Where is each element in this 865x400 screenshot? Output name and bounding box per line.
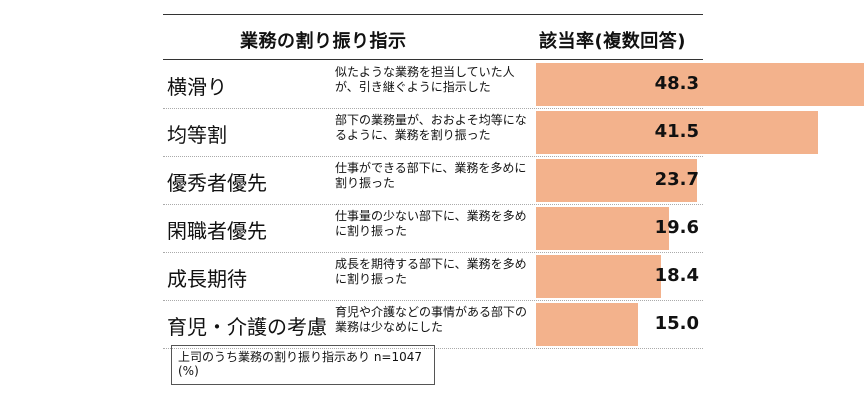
- category-description: 仕事ができる部下に、業務を多めに割り振った: [335, 161, 527, 190]
- header-task-label: 業務の割り振り指示: [240, 31, 407, 52]
- footnote-sample: 上司のうち業務の割り振り指示あり n=1047: [178, 350, 423, 364]
- row-separator: [163, 204, 703, 205]
- category-label: 成長期待: [167, 267, 247, 291]
- header-rate-label: 該当率(複数回答): [539, 31, 686, 52]
- category-description: 育児や介護などの事情がある部下の業務は少なめにした: [335, 305, 528, 334]
- chart-row: 横滑り 似たような業務を担当していた人が、引き継ぐように指示した 48.3: [163, 61, 864, 109]
- header-bottom-rule: [163, 59, 703, 60]
- category-description: 似たような業務を担当していた人が、引き継ぐように指示した: [335, 65, 515, 94]
- data-label: 23.7: [654, 169, 699, 190]
- category-description: 仕事量の少ない部下に、業務を多めに割り振った: [335, 209, 527, 238]
- category-description: 成長を期待する部下に、業務を多めに割り振った: [335, 257, 527, 286]
- chart-row: 均等割 部下の業務量が、おおよそ均等になるように、業務を割り振った 41.5: [163, 109, 818, 157]
- data-label: 41.5: [654, 121, 699, 142]
- row-separator: [163, 300, 703, 301]
- bar: [536, 303, 638, 346]
- chart-row: 成長期待 成長を期待する部下に、業務を多めに割り振った 18.4: [163, 253, 703, 301]
- category-label: 優秀者優先: [167, 171, 267, 195]
- bar: [536, 63, 864, 106]
- footnote-unit: (%): [178, 364, 199, 378]
- category-label: 閑職者優先: [167, 219, 267, 243]
- category-description: 部下の業務量が、おおよそ均等になるように、業務を割り振った: [335, 113, 527, 142]
- category-label: 横滑り: [167, 75, 227, 99]
- chart-row: 閑職者優先 仕事量の少ない部下に、業務を多めに割り振った 19.6: [163, 205, 703, 253]
- bar: [536, 111, 818, 154]
- table-top-rule: [163, 14, 703, 15]
- data-label: 18.4: [654, 265, 699, 286]
- chart-row: 優秀者優先 仕事ができる部下に、業務を多めに割り振った 23.7: [163, 157, 703, 205]
- chart-row: 育児・介護の考慮 育児や介護などの事情がある部下の業務は少なめにした 15.0: [163, 301, 703, 349]
- data-label: 48.3: [654, 73, 699, 94]
- bar: [536, 207, 670, 250]
- data-label: 15.0: [654, 313, 699, 334]
- footnote-box: 上司のうち業務の割り振り指示あり n=1047 (%): [171, 345, 435, 385]
- bar: [536, 255, 661, 298]
- row-separator: [163, 348, 703, 349]
- row-separator: [163, 252, 703, 253]
- row-separator: [163, 108, 703, 109]
- category-label: 均等割: [167, 123, 227, 147]
- bar: [536, 159, 697, 202]
- category-label: 育児・介護の考慮: [167, 315, 327, 339]
- row-separator: [163, 156, 703, 157]
- data-label: 19.6: [654, 217, 699, 238]
